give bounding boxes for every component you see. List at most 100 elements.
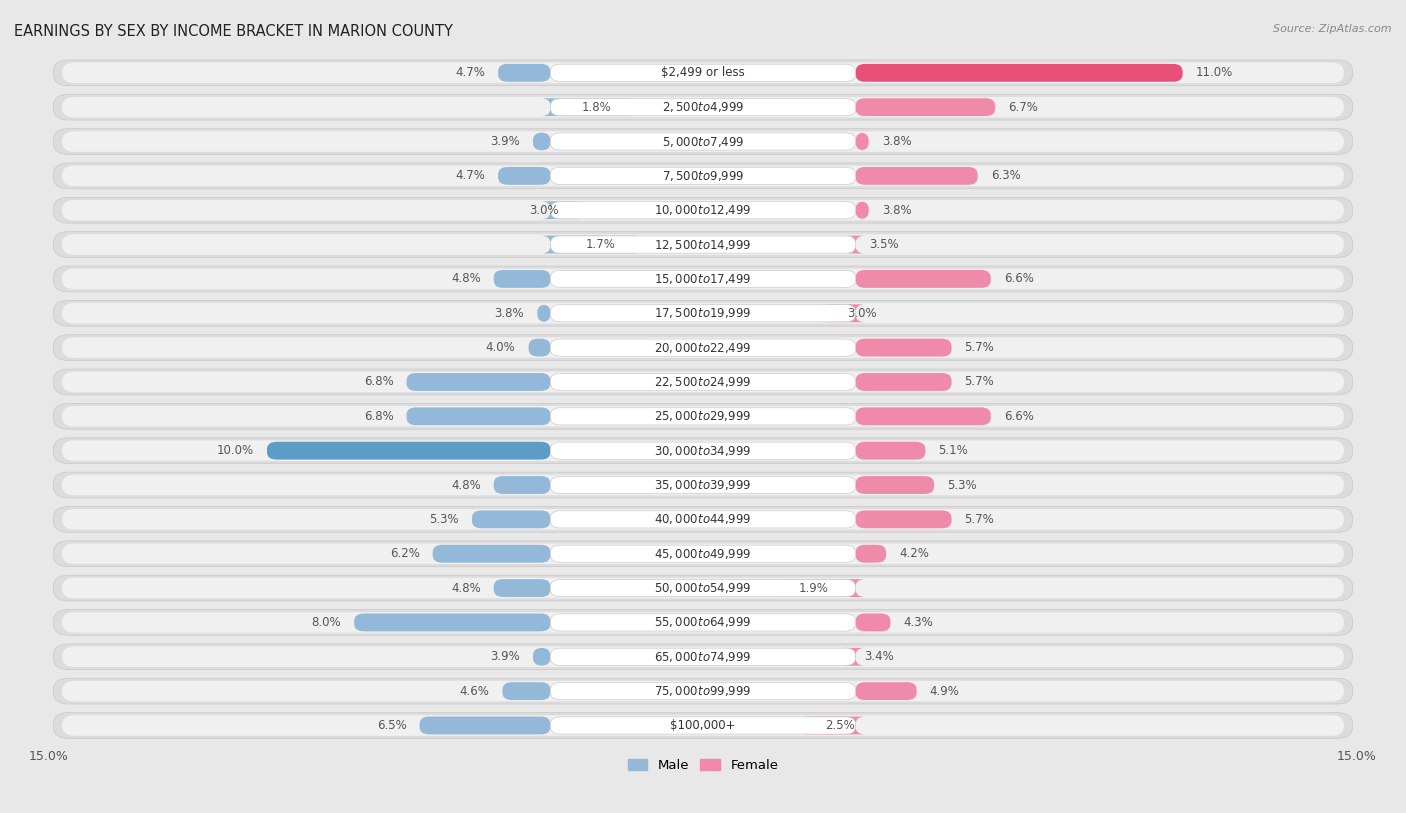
FancyBboxPatch shape bbox=[550, 408, 856, 425]
Text: $30,000 to $34,999: $30,000 to $34,999 bbox=[654, 444, 752, 458]
Text: 1.9%: 1.9% bbox=[799, 581, 828, 594]
Text: 3.9%: 3.9% bbox=[491, 650, 520, 663]
FancyBboxPatch shape bbox=[62, 97, 1344, 118]
FancyBboxPatch shape bbox=[406, 407, 550, 425]
FancyBboxPatch shape bbox=[856, 64, 1182, 82]
FancyBboxPatch shape bbox=[62, 337, 1344, 358]
Text: 6.6%: 6.6% bbox=[1004, 272, 1033, 285]
FancyBboxPatch shape bbox=[267, 441, 550, 459]
Text: 1.8%: 1.8% bbox=[582, 101, 612, 114]
Text: 6.3%: 6.3% bbox=[991, 169, 1021, 182]
Text: 3.8%: 3.8% bbox=[495, 307, 524, 320]
FancyBboxPatch shape bbox=[856, 202, 869, 220]
Text: $20,000 to $22,499: $20,000 to $22,499 bbox=[654, 341, 752, 354]
FancyBboxPatch shape bbox=[62, 406, 1344, 427]
Text: $22,500 to $24,999: $22,500 to $24,999 bbox=[654, 375, 752, 389]
FancyBboxPatch shape bbox=[53, 437, 1353, 463]
FancyBboxPatch shape bbox=[856, 545, 886, 563]
FancyBboxPatch shape bbox=[433, 545, 550, 563]
Text: 3.4%: 3.4% bbox=[865, 650, 894, 663]
FancyBboxPatch shape bbox=[856, 270, 991, 288]
FancyBboxPatch shape bbox=[53, 403, 1353, 429]
Text: 4.6%: 4.6% bbox=[460, 685, 489, 698]
Text: 11.0%: 11.0% bbox=[1195, 67, 1233, 80]
Text: 4.0%: 4.0% bbox=[485, 341, 516, 354]
FancyBboxPatch shape bbox=[53, 644, 1353, 670]
FancyBboxPatch shape bbox=[550, 271, 856, 288]
Text: $5,000 to $7,499: $5,000 to $7,499 bbox=[662, 134, 744, 149]
FancyBboxPatch shape bbox=[529, 339, 550, 357]
FancyBboxPatch shape bbox=[62, 166, 1344, 186]
Legend: Male, Female: Male, Female bbox=[623, 754, 783, 777]
FancyBboxPatch shape bbox=[550, 476, 856, 493]
FancyBboxPatch shape bbox=[62, 509, 1344, 530]
Text: 6.7%: 6.7% bbox=[1008, 101, 1038, 114]
FancyBboxPatch shape bbox=[494, 476, 550, 494]
FancyBboxPatch shape bbox=[550, 133, 856, 150]
FancyBboxPatch shape bbox=[533, 133, 550, 150]
Text: 6.5%: 6.5% bbox=[377, 719, 406, 732]
FancyBboxPatch shape bbox=[53, 541, 1353, 567]
Text: $65,000 to $74,999: $65,000 to $74,999 bbox=[654, 650, 752, 663]
Text: $10,000 to $12,499: $10,000 to $12,499 bbox=[654, 203, 752, 217]
FancyBboxPatch shape bbox=[53, 472, 1353, 498]
FancyBboxPatch shape bbox=[856, 511, 952, 528]
FancyBboxPatch shape bbox=[550, 580, 856, 597]
Text: 4.8%: 4.8% bbox=[451, 479, 481, 492]
FancyBboxPatch shape bbox=[472, 511, 550, 528]
Text: $40,000 to $44,999: $40,000 to $44,999 bbox=[654, 512, 752, 526]
Text: 10.0%: 10.0% bbox=[217, 444, 254, 457]
Text: 2.5%: 2.5% bbox=[825, 719, 855, 732]
Text: 6.2%: 6.2% bbox=[389, 547, 419, 560]
Text: $25,000 to $29,999: $25,000 to $29,999 bbox=[654, 409, 752, 424]
FancyBboxPatch shape bbox=[53, 610, 1353, 635]
FancyBboxPatch shape bbox=[856, 373, 952, 391]
FancyBboxPatch shape bbox=[550, 614, 856, 631]
Text: 3.0%: 3.0% bbox=[846, 307, 876, 320]
Text: $7,500 to $9,999: $7,500 to $9,999 bbox=[662, 169, 744, 183]
FancyBboxPatch shape bbox=[856, 98, 995, 116]
FancyBboxPatch shape bbox=[856, 407, 991, 425]
FancyBboxPatch shape bbox=[550, 717, 856, 734]
Text: $55,000 to $64,999: $55,000 to $64,999 bbox=[654, 615, 752, 629]
FancyBboxPatch shape bbox=[62, 646, 1344, 667]
FancyBboxPatch shape bbox=[62, 543, 1344, 564]
FancyBboxPatch shape bbox=[419, 716, 550, 734]
FancyBboxPatch shape bbox=[550, 373, 856, 390]
FancyBboxPatch shape bbox=[53, 266, 1353, 292]
FancyBboxPatch shape bbox=[550, 236, 856, 253]
FancyBboxPatch shape bbox=[53, 60, 1353, 85]
FancyBboxPatch shape bbox=[494, 270, 550, 288]
FancyBboxPatch shape bbox=[53, 369, 1353, 395]
FancyBboxPatch shape bbox=[53, 128, 1353, 154]
FancyBboxPatch shape bbox=[62, 131, 1344, 152]
Text: Source: ZipAtlas.com: Source: ZipAtlas.com bbox=[1274, 24, 1392, 34]
Text: 6.8%: 6.8% bbox=[364, 410, 394, 423]
Text: 3.8%: 3.8% bbox=[882, 204, 911, 217]
FancyBboxPatch shape bbox=[856, 133, 869, 150]
FancyBboxPatch shape bbox=[537, 304, 550, 322]
FancyBboxPatch shape bbox=[53, 712, 1353, 738]
FancyBboxPatch shape bbox=[856, 682, 917, 700]
Text: 3.0%: 3.0% bbox=[530, 204, 560, 217]
Text: 4.2%: 4.2% bbox=[900, 547, 929, 560]
FancyBboxPatch shape bbox=[856, 441, 925, 459]
Text: $35,000 to $39,999: $35,000 to $39,999 bbox=[654, 478, 752, 492]
Text: $100,000+: $100,000+ bbox=[671, 719, 735, 732]
Text: 5.1%: 5.1% bbox=[938, 444, 969, 457]
FancyBboxPatch shape bbox=[62, 200, 1344, 220]
Text: 5.7%: 5.7% bbox=[965, 513, 994, 526]
FancyBboxPatch shape bbox=[53, 198, 1353, 223]
FancyBboxPatch shape bbox=[502, 682, 550, 700]
FancyBboxPatch shape bbox=[62, 475, 1344, 495]
FancyBboxPatch shape bbox=[62, 680, 1344, 702]
FancyBboxPatch shape bbox=[550, 202, 856, 219]
Text: $2,500 to $4,999: $2,500 to $4,999 bbox=[662, 100, 744, 114]
Text: 4.8%: 4.8% bbox=[451, 581, 481, 594]
FancyBboxPatch shape bbox=[62, 234, 1344, 255]
Text: $50,000 to $54,999: $50,000 to $54,999 bbox=[654, 581, 752, 595]
Text: $45,000 to $49,999: $45,000 to $49,999 bbox=[654, 546, 752, 561]
FancyBboxPatch shape bbox=[53, 300, 1353, 326]
Text: 3.9%: 3.9% bbox=[491, 135, 520, 148]
Text: 4.8%: 4.8% bbox=[451, 272, 481, 285]
